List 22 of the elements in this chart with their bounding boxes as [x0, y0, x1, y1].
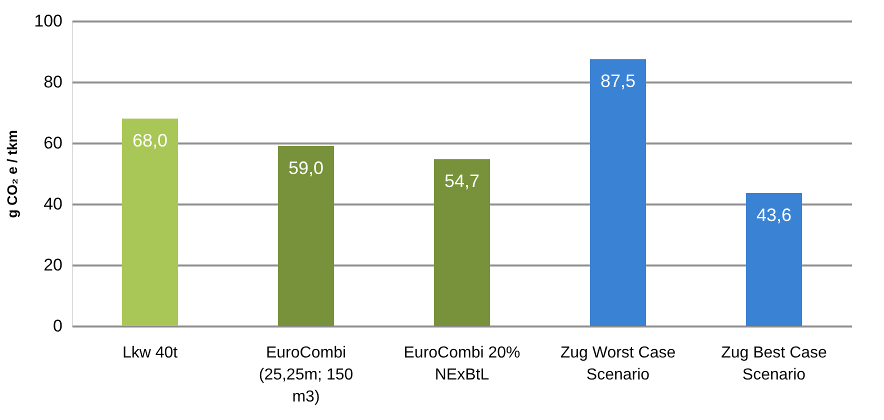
y-tick-label: 0 [53, 316, 62, 336]
x-tick-label: Lkw 40t [122, 344, 178, 362]
y-tick-label: 60 [44, 134, 62, 152]
x-tick-label: EuroCombi 20% NExBtL [404, 344, 520, 384]
x-tick-label: Zug Worst Case Scenario [560, 344, 676, 384]
bar [590, 59, 646, 326]
data-label: 43,6 [756, 205, 792, 226]
y-tick-label: 20 [44, 256, 62, 274]
data-label: 68,0 [132, 130, 168, 151]
y-axis-title: g CO₂ e / tkm [4, 130, 20, 218]
data-label: 87,5 [600, 71, 636, 92]
y-tick-label: 100 [34, 12, 62, 30]
x-tick-label: EuroCombi (25,25m; 150 m3) [258, 344, 354, 406]
bar [434, 159, 490, 326]
bar [746, 193, 802, 326]
bar [278, 146, 334, 326]
data-label: 59,0 [288, 158, 324, 178]
bar [122, 118, 178, 326]
x-tick-label: Zug Best Case Scenario [721, 344, 828, 384]
y-tick-label: 40 [44, 194, 62, 214]
y-tick-label: 80 [44, 72, 62, 92]
data-label: 54,7 [444, 171, 480, 192]
